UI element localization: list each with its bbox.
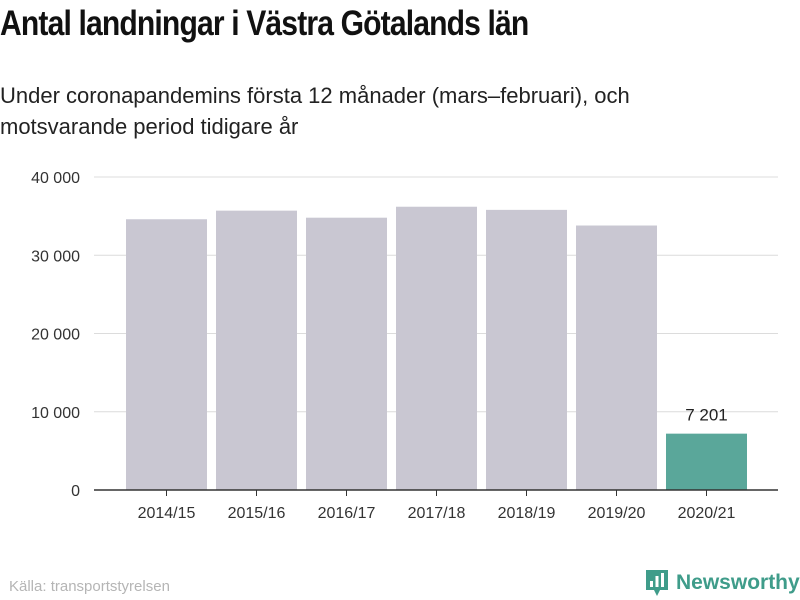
chart-subtitle: Under coronapandemins första 12 månader … xyxy=(0,83,630,139)
x-tick-label: 2016/17 xyxy=(318,505,376,522)
x-tick-label: 2017/18 xyxy=(408,505,466,522)
y-tick-label: 20 000 xyxy=(31,327,80,344)
x-tick-label: 2019/20 xyxy=(588,505,646,522)
x-axis-ticks: 2014/15 2015/16 2016/17 2017/18 2018/19 2019/… xyxy=(94,489,778,522)
source-note: Källa: transportstyrelsen xyxy=(9,578,170,595)
chart-title: Antal landningar i Västra Götalands län xyxy=(0,4,529,43)
bar-2019/20 xyxy=(576,225,657,490)
bar-2018/19 xyxy=(486,209,567,491)
x-tick-label: 2014/15 xyxy=(138,505,196,522)
brand-name: Newsworthy xyxy=(676,571,800,594)
bar-2015/16 xyxy=(216,210,297,490)
data-label: 7 201 xyxy=(685,406,728,425)
bar-2017/18 xyxy=(396,206,477,491)
brand-logo[interactable]: Newsworthy xyxy=(644,568,800,598)
y-axis-ticks: 0 10 000 20 000 30 000 40 000 xyxy=(31,170,80,500)
x-tick-label: 2020/21 xyxy=(678,505,736,522)
x-tick-label: 2018/19 xyxy=(498,505,556,522)
y-tick-label: 40 000 xyxy=(31,170,80,187)
bar-chart: 0 10 000 20 000 30 000 40 000 2014/15 2015/16… xyxy=(31,170,778,522)
x-tick-label: 2015/16 xyxy=(228,505,286,522)
bar-2016/17 xyxy=(306,217,387,490)
bars xyxy=(126,206,747,491)
newsworthy-logo-icon xyxy=(646,570,668,596)
y-tick-label: 10 000 xyxy=(31,405,80,422)
y-tick-label: 30 000 xyxy=(31,248,80,265)
bar-2020/21 xyxy=(666,433,747,490)
bar-2014/15 xyxy=(126,219,207,490)
y-tick-label: 0 xyxy=(71,483,80,500)
data-labels: 7 201 xyxy=(685,406,728,425)
